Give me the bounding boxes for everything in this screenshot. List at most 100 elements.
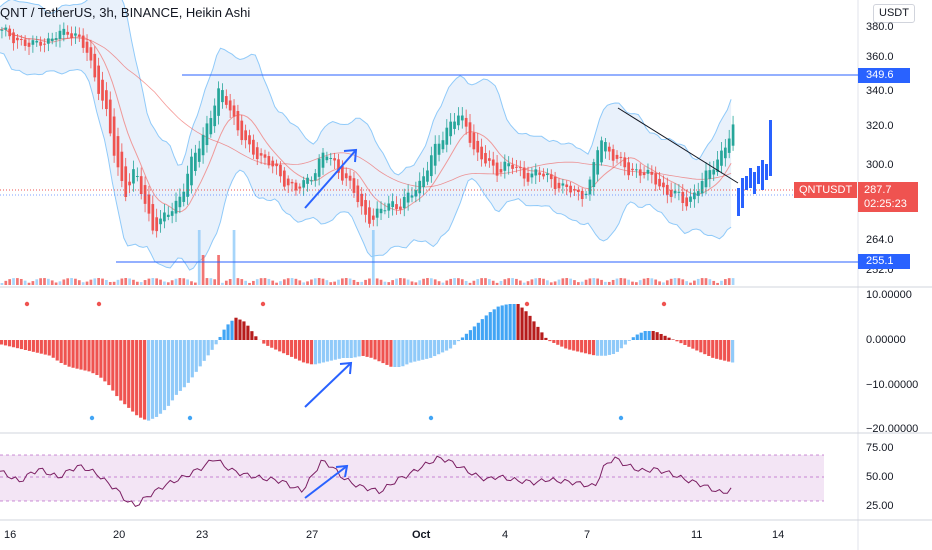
candle-body (221, 90, 224, 103)
volume-bar (681, 279, 685, 285)
macd-bar (619, 340, 623, 349)
candle-body (433, 143, 437, 166)
candle-body (561, 183, 565, 186)
macd-bar (647, 331, 651, 340)
volume-bar (623, 278, 627, 285)
price-axis-label: 264.0 (866, 234, 894, 246)
volume-bar (379, 279, 383, 285)
volume-bar (120, 278, 124, 285)
macd-bar (270, 340, 274, 348)
macd-bar (202, 340, 206, 361)
macd-bar (305, 340, 310, 364)
bar-countdown: 02:25:23 (864, 198, 907, 210)
macd-bar (433, 340, 437, 357)
level-tag-255[interactable]: 255.1 (858, 254, 910, 269)
volume-bar (406, 279, 410, 285)
macd-bar (91, 340, 95, 374)
macd-bar (373, 340, 377, 360)
macd-bar (266, 340, 270, 346)
macd-bar (409, 340, 413, 363)
volume-bar (186, 279, 189, 285)
volume-bar (546, 280, 549, 285)
candle-body (538, 172, 541, 175)
candle-body (650, 171, 654, 175)
macd-bar (365, 340, 369, 357)
candle-body (244, 130, 247, 141)
symbol-price-tag: QNTUSDT (794, 182, 858, 198)
candle-body (337, 159, 340, 173)
volume-bar (224, 280, 228, 285)
macd-bar (321, 340, 325, 363)
volume-bar (217, 255, 220, 285)
candle-body (387, 203, 391, 211)
volume-bar (429, 278, 433, 285)
trend-line[interactable] (617, 107, 739, 184)
candle-body (491, 159, 495, 166)
volume-bar (437, 281, 441, 285)
volume-bar (240, 279, 244, 285)
volume-bar (561, 278, 565, 285)
candle-body (228, 100, 232, 111)
candle-body (530, 173, 534, 178)
volume-bar (47, 278, 50, 285)
macd-bar (405, 340, 409, 365)
candle-body (569, 185, 572, 193)
macd-bar (425, 340, 429, 359)
macd-bar (452, 340, 457, 345)
volume-bar (460, 279, 464, 285)
volume-bar (12, 278, 15, 285)
volume-bar (151, 278, 155, 285)
macd-bar (150, 340, 155, 419)
currency-button[interactable]: USDT (873, 4, 915, 23)
volume-bar (74, 278, 77, 285)
arrow-annotation-macd[interactable] (304, 361, 353, 408)
macd-bar (504, 304, 508, 340)
volume-bar (81, 282, 85, 285)
volume-bar (700, 278, 704, 285)
macd-axis-label: 10.00000 (866, 289, 912, 301)
candle-body (170, 211, 174, 216)
candle-body (182, 191, 186, 202)
level-tag-349[interactable]: 349.6 (858, 68, 910, 83)
volume-bar (665, 280, 669, 285)
candle-body (89, 47, 93, 61)
volume-bar (70, 278, 73, 285)
candle-body (341, 166, 344, 181)
candle-body (279, 164, 282, 177)
macd-bar (532, 321, 536, 340)
macd-bar (15, 340, 20, 349)
candle-body (604, 142, 607, 152)
macd-bar (83, 340, 87, 371)
candle-body (693, 192, 696, 200)
candle-body (665, 184, 669, 195)
macd-bar (246, 325, 250, 340)
macd-bar (393, 340, 397, 367)
candle-body (468, 122, 472, 143)
macd-bar (71, 340, 75, 368)
candle-body (588, 179, 592, 195)
candle-body (673, 190, 677, 194)
candle-body (437, 143, 441, 155)
volume-bar (360, 281, 364, 285)
arrow-annotation-rsi[interactable] (304, 464, 349, 499)
macd-bar (413, 340, 417, 362)
candle-body (662, 182, 665, 188)
macd-bar (580, 340, 584, 353)
arrow-annotation-price[interactable] (304, 148, 358, 209)
candle-body (596, 150, 600, 175)
macd-bar (659, 333, 663, 340)
volume-bar (530, 279, 534, 285)
volume-bar (383, 281, 387, 285)
volume-bar (468, 282, 472, 285)
volume-bar (696, 278, 700, 285)
rsi-band (0, 455, 824, 501)
macd-bar (385, 340, 389, 365)
macd-bar (19, 340, 24, 350)
band-basis (0, 28, 732, 213)
macd-bar (731, 340, 735, 363)
volume-bar (155, 278, 159, 285)
volume-bar (255, 279, 259, 285)
candle-body (205, 123, 209, 146)
projection-bars[interactable] (737, 120, 772, 216)
